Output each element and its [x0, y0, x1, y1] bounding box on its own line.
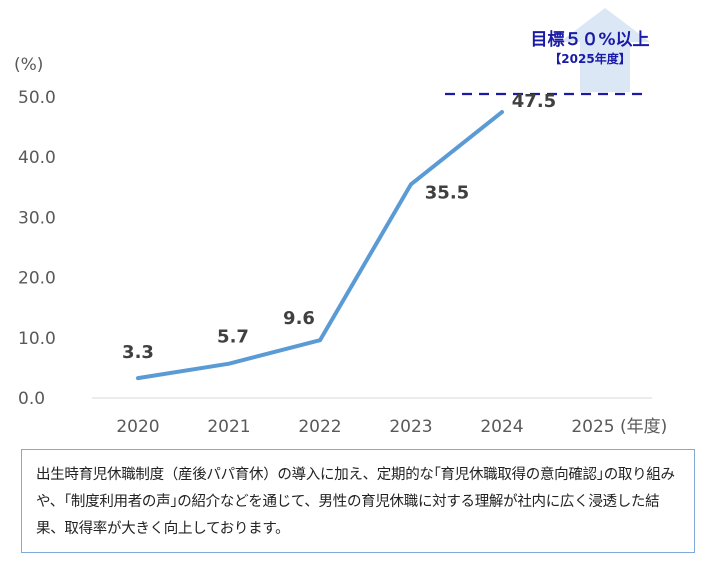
target-up-arrow: [560, 8, 650, 92]
x-tick-label: 2022: [298, 417, 341, 437]
y-tick-label: 0.0: [18, 389, 45, 409]
data-label: 5.7: [217, 327, 249, 348]
note-box: 出生時育児休職制度（産後パパ育休）の導入に加え、定期的な｢育児休職取得の意向確認…: [21, 449, 695, 553]
y-tick-label: 50.0: [18, 88, 56, 108]
x-tick-label: 2024: [480, 417, 523, 437]
x-tick-label: 2021: [207, 417, 250, 437]
x-tick-label: 2025: [571, 417, 614, 437]
y-tick-label: 30.0: [18, 208, 56, 228]
x-axis-unit: (年度): [620, 417, 667, 437]
x-tick-label: 2023: [389, 417, 432, 437]
y-tick-label: 20.0: [18, 269, 56, 289]
y-axis-ticks: 0.0 10.0 20.0 30.0 40.0 50.0: [18, 88, 56, 409]
data-labels: 3.3 5.7 9.6 35.5 47.5: [122, 91, 556, 363]
x-axis-ticks: 2020 2021 2022 2023 2024 2025: [116, 417, 614, 437]
target-title: 目標５０%以上: [530, 29, 649, 50]
data-label: 47.5: [512, 91, 556, 112]
data-label: 35.5: [425, 182, 469, 203]
y-tick-label: 40.0: [18, 148, 56, 168]
line-chart: 目標５０%以上 【2025年度】 (%) 0.0 10.0 20.0 30.0 40.0…: [14, 8, 667, 437]
x-tick-label: 2020: [116, 417, 159, 437]
data-label: 9.6: [283, 308, 315, 329]
data-label: 3.3: [122, 342, 154, 363]
target-annotation: 目標５０%以上 【2025年度】: [445, 8, 650, 96]
series-group: [136, 110, 504, 381]
series-line: [136, 110, 504, 381]
target-subtitle: 【2025年度】: [549, 51, 630, 66]
y-axis-unit: (%): [14, 55, 43, 75]
y-tick-label: 10.0: [18, 329, 56, 349]
